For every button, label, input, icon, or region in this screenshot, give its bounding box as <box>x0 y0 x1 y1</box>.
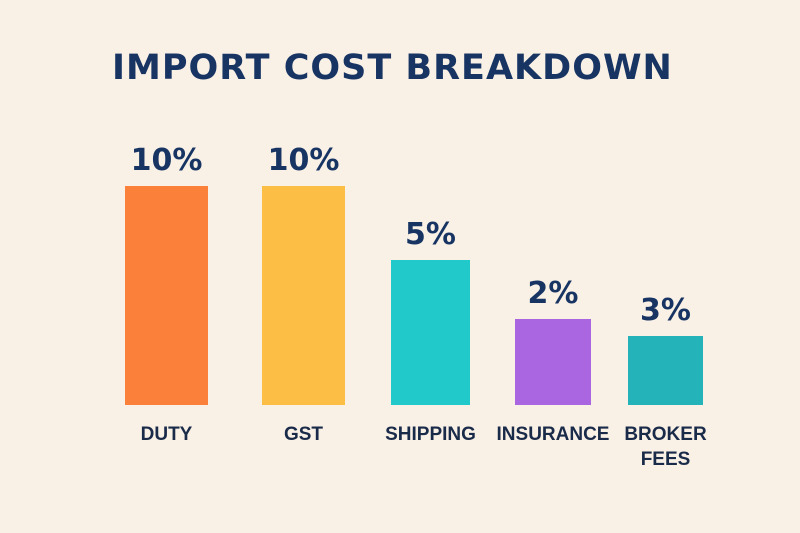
bar-duty <box>125 186 208 405</box>
category-label-insurance: INSURANCE <box>497 424 610 445</box>
value-labels-group: 10% 10% 5% 2% 3% <box>131 143 691 328</box>
value-label-gst: 10% <box>268 143 340 178</box>
bar-broker-fees <box>628 336 703 405</box>
category-labels-group: DUTY GST SHIPPING INSURANCE BROKER FEES <box>141 424 707 470</box>
category-label-duty: DUTY <box>141 424 193 445</box>
category-label-broker-fees-line-1: BROKER <box>624 424 707 445</box>
value-label-duty: 10% <box>131 143 203 178</box>
bar-shipping <box>391 260 470 405</box>
value-label-broker-fees: 3% <box>640 293 691 328</box>
category-label-gst: GST <box>284 424 323 445</box>
category-label-broker-fees-line-2: FEES <box>641 449 691 470</box>
value-label-insurance: 2% <box>528 276 579 311</box>
value-label-shipping: 5% <box>405 217 456 252</box>
chart-title: IMPORT COST BREAKDOWN <box>112 48 673 88</box>
bars-group <box>125 186 703 405</box>
bar-insurance <box>515 319 591 405</box>
bar-gst <box>262 186 345 405</box>
category-label-shipping: SHIPPING <box>385 424 476 445</box>
